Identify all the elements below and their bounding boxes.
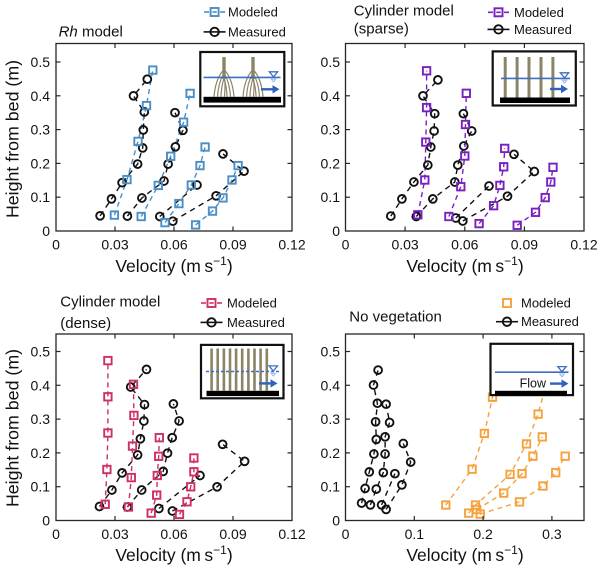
svg-text:0.2: 0.2 [473,526,493,542]
svg-text:0: 0 [52,237,60,253]
svg-text:0.12: 0.12 [570,237,597,253]
svg-text:Cylinder model: Cylinder model [354,3,454,20]
svg-text:0.5: 0.5 [321,54,341,70]
svg-text:0.5: 0.5 [321,344,341,360]
svg-text:0: 0 [342,526,350,542]
svg-text:Measured: Measured [227,315,285,330]
svg-text:0: 0 [42,223,50,239]
svg-text:Measured: Measured [228,24,286,39]
svg-text:Rh model: Rh model [59,23,123,40]
svg-text:Flow: Flow [520,376,547,390]
svg-text:0.4: 0.4 [31,88,51,104]
svg-text:0: 0 [42,513,50,529]
svg-text:0.5: 0.5 [31,54,51,70]
svg-text:0.06: 0.06 [451,237,478,253]
svg-text:0.4: 0.4 [321,377,341,393]
svg-text:0.09: 0.09 [511,237,538,253]
svg-text:0: 0 [332,513,340,529]
svg-text:0.3: 0.3 [542,526,562,542]
svg-text:Velocity (m s−1): Velocity (m s−1) [406,254,523,276]
svg-text:Modeled: Modeled [228,5,278,20]
svg-text:(sparse): (sparse) [354,21,409,38]
svg-text:Height from bed (m): Height from bed (m) [3,60,23,218]
svg-text:0.4: 0.4 [321,88,341,104]
svg-text:0.1: 0.1 [31,189,51,205]
svg-text:0.1: 0.1 [321,189,341,205]
svg-text:Velocity (m s−1): Velocity (m s−1) [115,543,232,565]
svg-text:Modeled: Modeled [521,296,571,311]
svg-text:0.1: 0.1 [321,479,341,495]
svg-text:No vegetation: No vegetation [349,309,442,326]
svg-text:0: 0 [332,223,340,239]
svg-text:0.03: 0.03 [101,526,128,542]
svg-text:Cylinder model: Cylinder model [60,294,160,311]
svg-text:0.3: 0.3 [321,411,341,427]
svg-text:0.03: 0.03 [391,237,418,253]
svg-text:0.12: 0.12 [278,526,305,542]
svg-text:0: 0 [52,526,60,542]
svg-text:0.3: 0.3 [31,122,51,138]
svg-text:0.06: 0.06 [160,237,187,253]
svg-text:0.4: 0.4 [31,377,51,393]
svg-text:Velocity (m s−1): Velocity (m s−1) [115,254,232,276]
svg-text:0.2: 0.2 [31,445,51,461]
svg-text:0.2: 0.2 [321,445,341,461]
svg-text:Height from bed (m): Height from bed (m) [3,349,23,507]
svg-text:0.2: 0.2 [31,155,51,171]
svg-text:0.06: 0.06 [160,526,187,542]
svg-text:0.09: 0.09 [219,237,246,253]
svg-text:0.1: 0.1 [405,526,425,542]
svg-text:Velocity (m s−1): Velocity (m s−1) [406,543,523,565]
svg-text:Modeled: Modeled [514,5,564,20]
svg-text:0.3: 0.3 [321,122,341,138]
svg-text:0.5: 0.5 [31,344,51,360]
svg-text:Measured: Measured [521,314,579,329]
svg-text:0.12: 0.12 [278,237,305,253]
svg-text:(dense): (dense) [60,315,111,332]
svg-text:Modeled: Modeled [227,296,277,311]
svg-text:0.09: 0.09 [219,526,246,542]
svg-text:0.03: 0.03 [101,237,128,253]
svg-text:0.2: 0.2 [321,155,341,171]
svg-text:0: 0 [342,237,350,253]
svg-text:Measured: Measured [514,22,572,37]
svg-text:0.1: 0.1 [31,479,51,495]
svg-text:0.3: 0.3 [31,411,51,427]
